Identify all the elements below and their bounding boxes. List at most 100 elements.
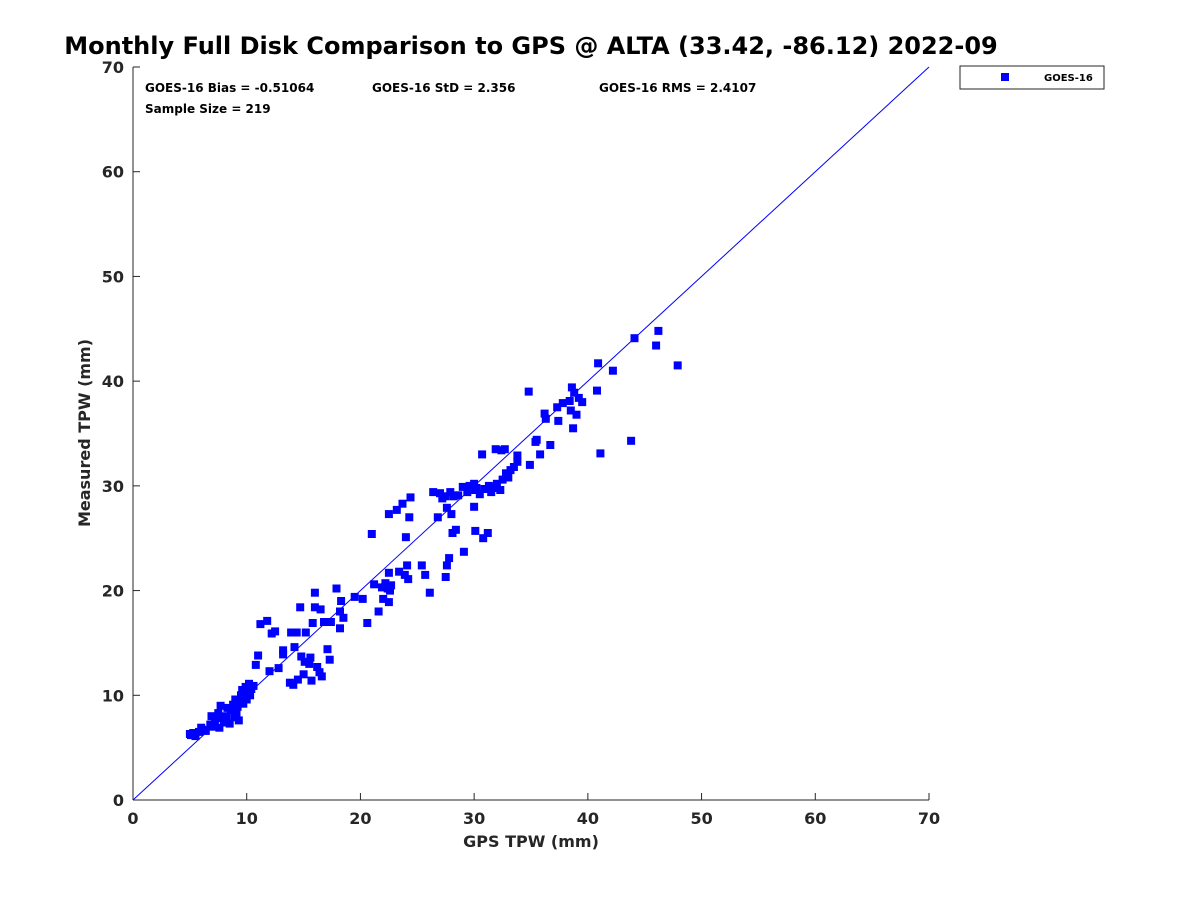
data-point (256, 620, 265, 629)
data-point (213, 714, 222, 723)
data-point (374, 607, 383, 616)
data-point (608, 366, 617, 375)
data-point (567, 383, 576, 392)
data-point (654, 326, 663, 335)
data-point (470, 502, 479, 511)
data-point (279, 650, 288, 659)
data-point (217, 713, 226, 722)
data-point (541, 414, 550, 423)
data-point (436, 489, 444, 498)
data-point (191, 732, 200, 741)
data-point (406, 493, 415, 502)
x-tick-label: 0 (127, 809, 138, 828)
data-point (463, 488, 472, 497)
data-point (395, 567, 404, 576)
data-point (378, 583, 386, 592)
x-tick-label: 30 (463, 809, 485, 828)
data-point (404, 575, 413, 584)
data-point (317, 672, 326, 681)
data-point (441, 492, 450, 501)
rms-annotation: GOES-16 RMS = 2.4107 (599, 81, 756, 95)
data-point (401, 533, 410, 542)
data-point (229, 700, 238, 709)
data-point (339, 613, 348, 622)
data-point (445, 554, 454, 563)
data-point (289, 680, 298, 689)
data-points (185, 326, 682, 741)
data-point (459, 547, 468, 556)
data-point (271, 627, 280, 636)
x-axis-label: GPS TPW (mm) (463, 832, 599, 851)
data-point (627, 436, 636, 445)
data-point (336, 624, 344, 633)
data-point (492, 479, 501, 488)
data-point (336, 607, 344, 616)
data-point (245, 679, 253, 688)
data-point (370, 580, 379, 589)
data-point (483, 529, 492, 537)
data-point (566, 406, 575, 415)
y-tick-label: 50 (102, 267, 124, 286)
data-point (215, 723, 224, 732)
data-point (387, 581, 396, 590)
data-point (313, 663, 322, 671)
data-point (553, 403, 562, 412)
legend-box (959, 65, 1105, 90)
data-point (536, 450, 545, 459)
data-point (242, 695, 251, 704)
y-axis-ticks: 0 10 20 30 40 50 60 70 (102, 58, 140, 810)
data-point (487, 488, 496, 497)
data-point (504, 473, 513, 482)
y-axis-label: Measured TPW (mm) (75, 339, 94, 527)
data-point (326, 618, 335, 626)
data-point (570, 388, 579, 397)
data-point (225, 719, 234, 728)
data-point (301, 628, 310, 637)
data-point (207, 712, 216, 721)
data-point (446, 488, 455, 497)
data-point (216, 701, 225, 710)
data-point (484, 481, 493, 490)
data-point (323, 645, 332, 654)
data-point (231, 695, 240, 704)
data-point (496, 486, 505, 494)
data-point (310, 588, 319, 597)
data-point (320, 618, 328, 626)
data-point (337, 597, 346, 605)
data-point (384, 568, 393, 577)
data-point (513, 457, 522, 466)
y-tick-label: 30 (102, 477, 124, 496)
data-point (465, 481, 474, 490)
data-point (447, 510, 456, 519)
data-point (498, 475, 507, 484)
data-point (454, 491, 463, 500)
data-point (558, 399, 567, 408)
data-point (433, 513, 442, 522)
data-point (308, 619, 317, 627)
data-point (305, 659, 314, 668)
data-point (195, 727, 203, 736)
data-point (299, 670, 308, 679)
data-point (316, 605, 325, 614)
data-point (513, 451, 522, 460)
data-point (478, 450, 487, 459)
data-point (405, 513, 414, 522)
data-point (525, 460, 534, 469)
plot-area: 0 10 20 30 40 50 60 70 0 10 20 30 40 50 60 70 (102, 58, 940, 828)
data-point (471, 526, 480, 535)
std-annotation: GOES-16 StD = 2.356 (372, 81, 515, 95)
data-point (265, 667, 274, 676)
data-point (489, 484, 498, 492)
data-point (442, 561, 451, 570)
y-tick-label: 20 (102, 582, 124, 601)
x-tick-label: 10 (236, 809, 258, 828)
data-point (220, 718, 228, 727)
data-point (239, 699, 248, 708)
data-point (398, 499, 407, 508)
y-tick-label: 0 (113, 791, 124, 810)
data-point (470, 479, 479, 488)
data-point (251, 660, 260, 669)
data-point (208, 722, 217, 731)
data-point (441, 573, 450, 581)
y-tick-label: 60 (102, 163, 124, 182)
